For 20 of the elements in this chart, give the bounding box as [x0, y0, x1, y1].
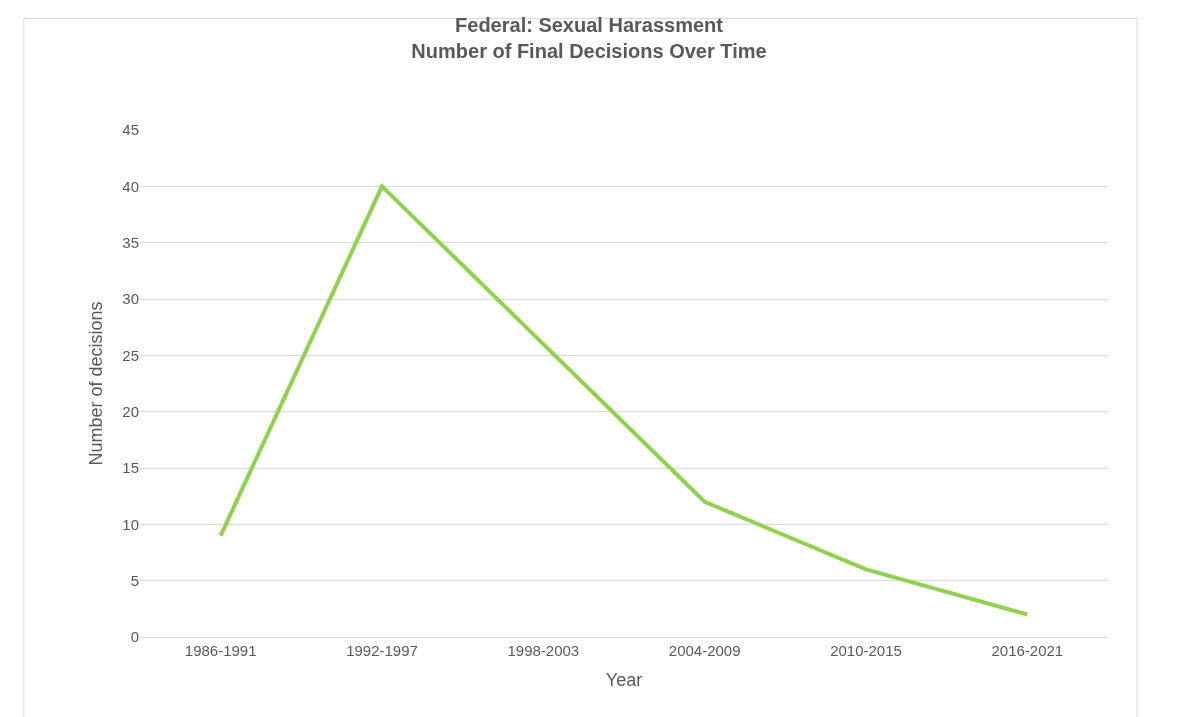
x-tick-label: 2016-2021: [991, 642, 1064, 659]
y-tick-label: 15: [122, 459, 139, 477]
x-tick-label: 1992-1997: [346, 642, 418, 659]
y-tick-label: 25: [122, 346, 139, 364]
y-tick-label: 10: [122, 515, 139, 533]
y-tick-label: 40: [122, 177, 139, 195]
y-axis-title: Number of decisions: [85, 301, 106, 466]
chart-title: Federal: Sexual Harassment Number of Final Decisions Over Time: [411, 14, 767, 63]
y-tick-label: 45: [122, 121, 139, 139]
y-tick-label: 35: [122, 233, 139, 251]
y-tick-label: 30: [122, 290, 139, 308]
x-axis-title: Year: [605, 670, 643, 691]
x-tick-label: 1998-2003: [507, 642, 580, 659]
y-tick-label: 0: [130, 628, 139, 646]
x-tick-label: 2010-2015: [830, 642, 902, 659]
y-tick-label: 5: [130, 571, 139, 589]
x-tick-label: 1986-1991: [184, 642, 257, 659]
y-tick-label: 20: [122, 402, 139, 420]
x-tick-label: 2004-2009: [668, 642, 741, 659]
line-series: [218, 184, 1030, 617]
